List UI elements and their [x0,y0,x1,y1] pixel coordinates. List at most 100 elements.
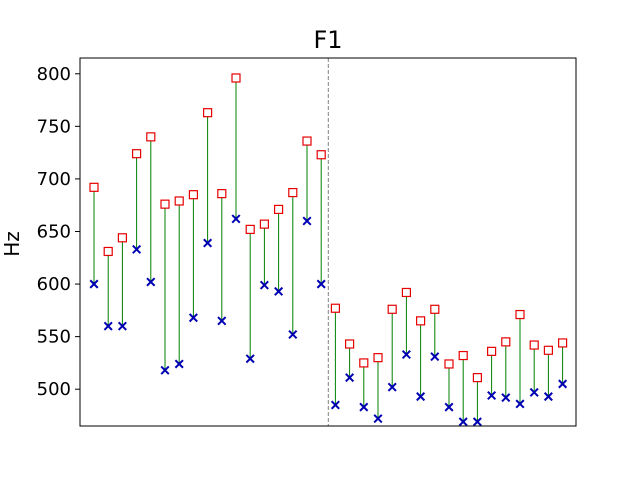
lower-point [117,321,127,331]
lower-point-stroke [529,387,539,397]
lower-point [274,286,284,296]
lower-point-stroke [302,216,312,226]
upper-point [543,345,554,355]
lower-point-stroke [160,365,170,375]
upper-point [146,132,156,142]
lower-point-stroke [430,352,440,362]
lower-point [160,365,170,375]
lower-point [387,382,397,392]
upper-point [117,233,128,243]
lower-point-stroke [259,280,269,290]
upper-point [345,339,355,349]
lower-point [316,279,326,289]
upper-point [188,190,198,200]
lower-point-stroke [132,244,142,254]
lower-point-stroke [89,279,99,289]
lower-point [487,391,497,401]
lower-point [146,277,156,287]
lower-point [132,244,142,254]
upper-point [529,340,539,350]
lower-point [515,399,525,409]
y-tick-label: 550 [37,327,71,348]
y-tick-label: 700 [37,169,71,190]
upper-point [89,182,99,192]
lower-point-stroke [359,402,369,412]
upper-point [458,350,468,361]
lower-point [458,417,468,427]
upper-point [288,187,298,198]
y-axis-ticks: 500 550 600 650 700 750 800 [37,64,80,400]
lower-point [472,417,482,427]
lower-point-stroke [558,379,568,389]
lower-point [558,379,568,389]
lower-point-stroke [515,399,525,409]
upper-point [231,73,241,83]
lower-point [103,321,113,331]
lower-point [174,359,184,369]
upper-point [444,359,454,369]
lower-point-stroke [288,330,298,340]
lower-point-stroke [103,321,113,331]
lower-point [373,414,383,424]
lower-point-stroke [274,286,284,296]
upper-point [373,353,383,363]
lower-point-stroke [373,414,383,424]
lower-point-stroke [316,279,326,289]
lower-point [231,214,241,224]
lower-point [444,402,454,412]
upper-point [259,219,269,229]
upper-point [387,304,397,314]
lower-point [330,400,340,410]
lower-point [345,373,355,383]
lower-point-stroke [487,391,497,401]
connector-lines [93,77,564,422]
lower-point-stroke [401,349,411,360]
lower-point-stroke [203,238,213,248]
lower-point-stroke [117,321,127,331]
y-tick-label: 500 [37,379,71,400]
upper-point [203,108,213,118]
upper-point [487,346,497,356]
lower-point [288,330,298,340]
plot-frame [79,57,577,427]
upper-point [359,358,369,368]
upper-point [132,149,142,159]
lower-point-stroke [458,417,468,427]
upper-point [316,150,326,160]
lower-point [89,279,99,289]
upper-point [472,373,482,383]
lower-point [401,349,411,360]
lower-point-stroke [217,316,227,326]
y-tick-label: 600 [37,274,71,295]
upper-point [416,316,426,326]
chart-title: F1 [313,26,342,54]
y-tick-label: 650 [37,221,71,242]
y-axis-label: Hz [0,231,24,257]
lower-point [217,316,227,326]
lower-point [529,387,539,397]
lower-point [430,352,440,362]
y-tick-label: 750 [37,116,71,137]
upper-point [557,338,568,348]
lower-point-stroke [444,402,454,412]
lower-point-stroke [231,214,241,224]
lower-point [302,216,312,226]
plot-area [89,58,568,427]
lower-point [188,313,198,323]
upper-point [217,189,227,199]
lower-point-stroke [543,392,553,402]
upper-point [330,303,340,313]
lower-point-stroke [387,382,397,392]
lower-point-stroke [188,313,198,323]
lower-point [359,402,369,412]
lower-point [245,354,255,364]
upper-markers [89,73,568,383]
lower-point [543,392,553,402]
upper-point [160,199,170,209]
upper-point [174,196,184,206]
lower-point-stroke [472,417,482,427]
lower-point-stroke [345,373,355,383]
upper-point [245,224,255,234]
lower-point [259,280,269,290]
